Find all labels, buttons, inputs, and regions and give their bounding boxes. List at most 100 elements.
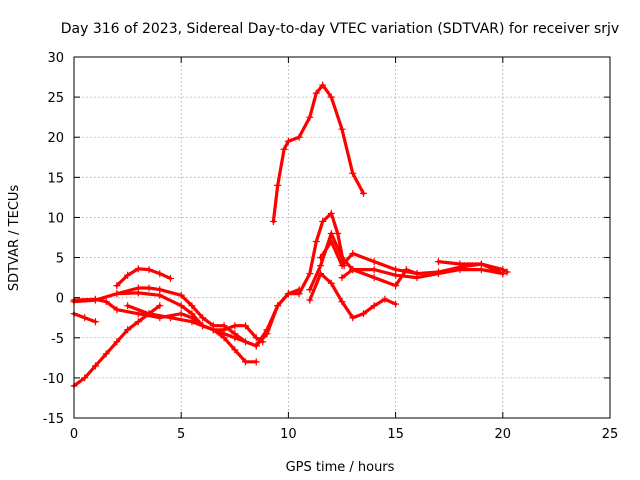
y-tick-label: 25 xyxy=(47,91,64,106)
y-tick-label: 30 xyxy=(47,51,64,66)
data-point xyxy=(188,318,196,326)
data-point xyxy=(327,279,335,287)
data-point xyxy=(334,229,342,237)
data-point xyxy=(338,274,346,282)
data-point xyxy=(349,250,357,258)
data-point xyxy=(177,291,185,299)
series-arc-f xyxy=(269,81,367,225)
data-point xyxy=(242,322,250,330)
data-point xyxy=(402,266,410,274)
data-point xyxy=(434,268,442,276)
data-point xyxy=(166,314,174,322)
x-tick-label: 20 xyxy=(495,427,512,442)
data-point xyxy=(177,310,185,318)
y-tick-label: -15 xyxy=(43,412,64,427)
data-point xyxy=(231,334,239,342)
plot-frame xyxy=(73,56,611,419)
data-point xyxy=(370,274,378,282)
data-point xyxy=(370,302,378,310)
data-point xyxy=(134,265,142,273)
data-point xyxy=(295,290,303,298)
data-point xyxy=(81,314,89,322)
x-tick-label: 15 xyxy=(387,427,404,442)
data-point xyxy=(319,81,327,89)
data-point xyxy=(306,286,314,294)
data-point xyxy=(349,314,357,322)
series-line xyxy=(271,83,365,224)
series-arc-j xyxy=(338,266,421,290)
y-tick-label: 15 xyxy=(47,171,64,186)
data-point xyxy=(503,268,511,276)
data-point xyxy=(102,350,110,358)
data-point xyxy=(188,310,196,318)
data-point xyxy=(284,290,292,298)
data-point xyxy=(392,282,400,290)
data-point xyxy=(124,271,132,279)
series-line xyxy=(115,267,173,288)
data-point xyxy=(338,262,346,270)
data-point xyxy=(209,326,217,334)
data-point xyxy=(477,260,485,268)
data-point xyxy=(317,262,325,270)
x-tick-label: 25 xyxy=(602,427,619,442)
y-axis-label: SDTVAR / TECUs xyxy=(7,185,22,292)
data-point xyxy=(359,189,367,197)
data-point xyxy=(338,125,346,133)
data-point xyxy=(124,326,132,334)
data-point xyxy=(81,374,89,382)
data-point xyxy=(284,137,292,145)
data-point xyxy=(327,93,335,101)
x-tick-label: 5 xyxy=(177,427,185,442)
series-line xyxy=(340,268,419,288)
data-point xyxy=(134,289,142,297)
data-point xyxy=(145,310,153,318)
data-point xyxy=(231,322,239,330)
series-arc-h xyxy=(306,229,507,294)
data-point xyxy=(392,300,400,308)
data-point xyxy=(124,302,132,310)
data-point xyxy=(370,258,378,266)
data-point xyxy=(252,358,260,366)
data-point xyxy=(306,296,314,304)
data-point xyxy=(349,266,357,274)
series-arc-hump xyxy=(113,265,174,290)
data-point xyxy=(91,362,99,370)
data-point xyxy=(312,238,320,246)
data-point xyxy=(145,266,153,274)
data-point xyxy=(434,258,442,266)
data-point xyxy=(231,346,239,354)
data-point xyxy=(306,113,314,121)
x-tick-label: 0 xyxy=(70,427,78,442)
series-line xyxy=(308,231,505,292)
data-point xyxy=(274,302,282,310)
data-point xyxy=(456,260,464,268)
data-point xyxy=(327,229,335,237)
data-point xyxy=(188,302,196,310)
data-point xyxy=(381,295,389,303)
data-point xyxy=(370,266,378,274)
data-point xyxy=(359,310,367,318)
axis-ticks: 0 5 10 15 20 25 -15 -10 -5 0 5 10 15 20 25 30 xyxy=(43,51,619,442)
series-arc-g xyxy=(306,270,400,322)
data-point xyxy=(134,318,142,326)
data-point xyxy=(102,298,110,306)
data-series xyxy=(70,81,511,390)
y-tick-label: 0 xyxy=(56,292,64,307)
data-point xyxy=(91,295,99,303)
y-tick-label: 10 xyxy=(47,211,64,226)
data-point xyxy=(269,217,277,225)
data-point xyxy=(252,334,260,342)
data-point xyxy=(156,291,164,299)
data-point xyxy=(156,302,164,310)
data-point xyxy=(199,314,207,322)
data-point xyxy=(327,238,335,246)
data-point xyxy=(319,217,327,225)
data-point xyxy=(338,298,346,306)
series-arc-k xyxy=(434,258,511,276)
data-point xyxy=(312,89,320,97)
y-tick-label: 5 xyxy=(56,252,64,267)
data-point xyxy=(145,284,153,292)
data-point xyxy=(263,330,271,338)
data-point xyxy=(413,270,421,278)
y-tick-label: -10 xyxy=(43,372,64,387)
